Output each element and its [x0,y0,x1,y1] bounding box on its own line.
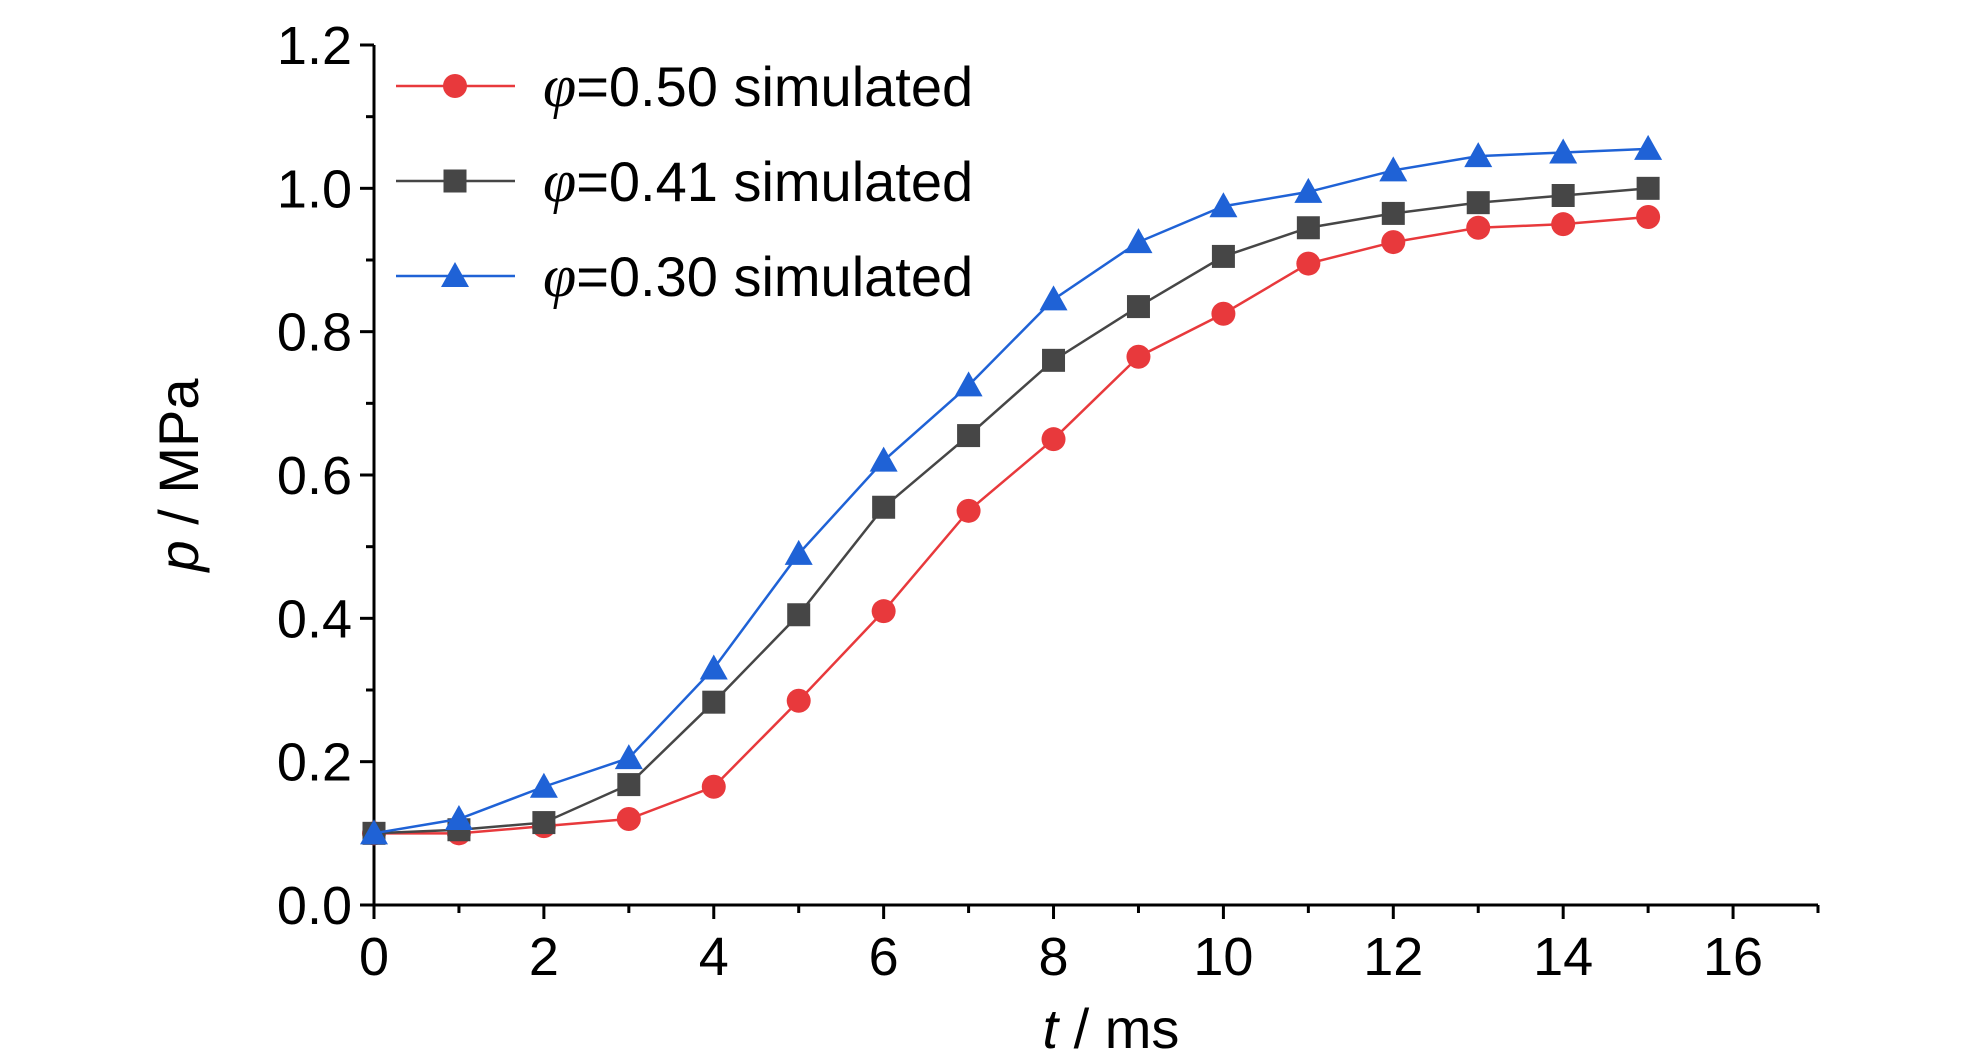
data-point [1381,230,1406,255]
y-tick-label: 0.0 [277,876,352,936]
data-point [954,371,983,397]
data-point [871,599,896,624]
data-point [1296,251,1321,276]
series-line [373,187,1649,835]
data-point [1294,177,1323,203]
data-point [1039,285,1068,311]
data-point [1209,192,1238,218]
legend-label: φ=0.30 simulated [543,243,973,309]
legend-name: =0.50 simulated [576,55,973,118]
series-layer [360,134,1663,846]
legend-marker [443,169,467,193]
data-point [1211,244,1235,268]
axes-layer: 0 2 4 6 8 10 12 14 16 0.0 0.2 0.4 0.6 0.8 1.0 1.2 t / ms… [147,16,1820,1060]
data-point [1296,216,1320,240]
x-tick-label: 0 [359,927,389,987]
data-point [1466,191,1490,215]
data-point [444,805,473,830]
x-axis-variable: t [1043,997,1061,1060]
data-point [532,811,556,835]
series-line [374,215,1649,835]
legend-entry-2: φ=0.30 simulated [396,243,973,309]
legend-label: φ=0.50 simulated [543,53,973,119]
legend-entry-0: φ=0.50 simulated [396,53,973,119]
data-point [956,498,981,523]
legend-symbol: φ [543,243,576,309]
data-point [701,774,726,799]
data-point [1042,348,1066,372]
y-tick-label: 0.6 [277,446,352,506]
data-point [1551,184,1575,207]
data-point [1126,295,1150,319]
y-tick-label: 0.4 [277,589,352,649]
data-point [1464,142,1493,168]
y-tick-label: 0.2 [277,733,352,793]
x-tick-label: 6 [869,927,899,987]
data-point [529,772,558,798]
x-tick-label: 12 [1363,927,1423,987]
data-point [1211,301,1236,326]
y-axis-variable: p [147,540,210,573]
x-tick-label: 4 [699,927,729,987]
data-point [784,539,813,565]
y-tick-label: 1.0 [277,159,352,219]
y-tick-label: 1.2 [277,16,352,76]
legend-marker [443,74,467,98]
y-axis-unit: / MPa [147,378,210,541]
data-point [872,495,896,519]
legend-entry-1: φ=0.41 simulated [396,148,973,214]
legend-label: φ=0.41 simulated [543,148,973,214]
data-point [699,654,728,680]
x-tick-label: 10 [1193,927,1253,987]
data-point [1379,156,1408,182]
data-point [1636,205,1661,229]
data-point [1551,212,1576,237]
data-point [360,819,388,845]
series-2 [360,134,1663,845]
data-point [614,744,643,770]
legend-symbol: φ [543,53,576,119]
data-point [617,773,641,797]
data-point [1381,201,1405,225]
x-axis-unit: / ms [1058,997,1179,1060]
data-point [787,603,811,627]
data-point [616,807,641,831]
data-point [1549,138,1578,164]
legend-marker [441,262,469,287]
y-tick-label: 0.8 [277,303,352,363]
series-line [373,147,1649,835]
legend-name: =0.41 simulated [576,150,973,213]
legend-symbol: φ [543,148,576,214]
x-tick-label: 8 [1039,927,1069,987]
data-point [1126,344,1151,369]
data-point [869,446,898,472]
data-point [1466,215,1491,240]
data-point [702,690,726,714]
series-1 [362,176,1660,845]
data-point [1636,176,1660,200]
x-tick-label: 2 [529,927,559,987]
data-point [957,424,981,448]
legend-name: =0.30 simulated [576,245,973,308]
x-tick-label: 16 [1703,927,1763,987]
data-point [786,688,811,713]
data-point [1124,228,1153,254]
y-axis-title: p / MPa [147,378,210,574]
data-point [1041,427,1066,452]
x-tick-label: 14 [1533,927,1593,987]
data-point [1634,134,1663,160]
x-axis-title: t / ms [1043,997,1180,1060]
